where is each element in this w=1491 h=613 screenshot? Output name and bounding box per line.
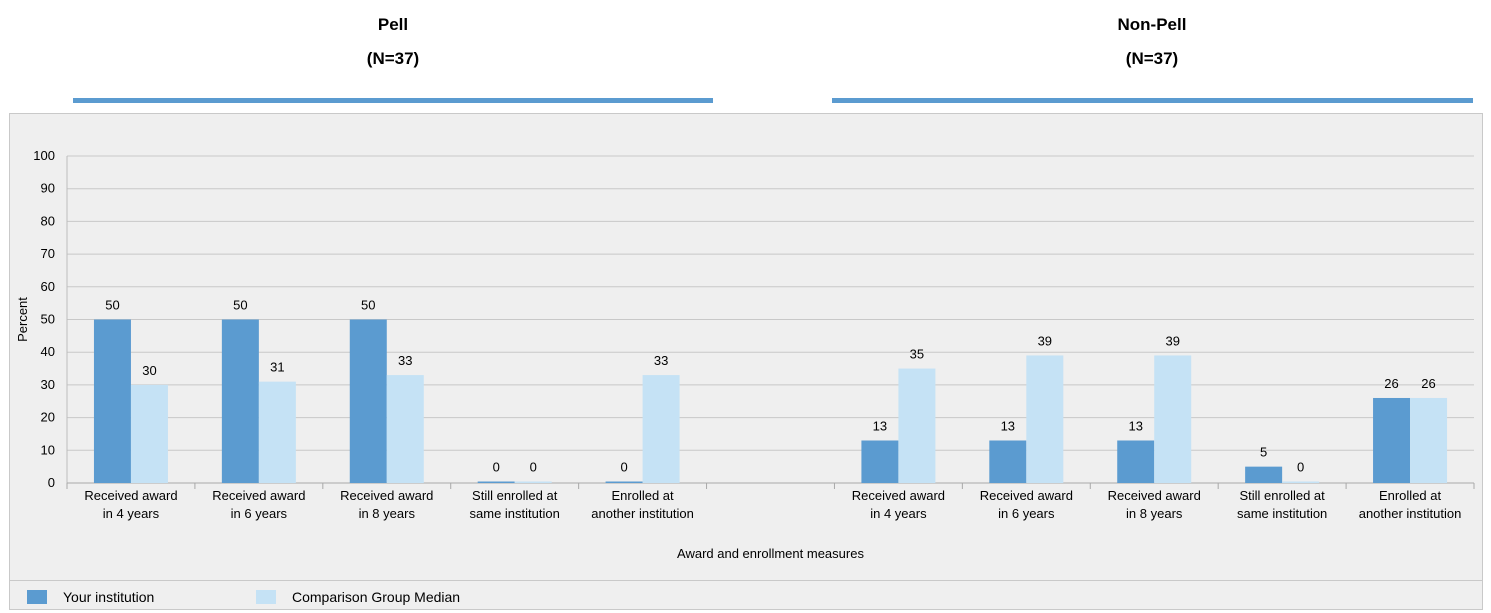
pell-group-title: Pell — [377, 15, 409, 34]
non-pell-group-rule — [832, 98, 1473, 103]
non-pell-group-header: Non-Pell (N=37) — [832, 8, 1472, 76]
legend-label-your-institution: Your institution — [63, 589, 155, 605]
bar-your-institution — [1373, 397, 1411, 483]
legend: Your institution Comparison Group Median — [9, 580, 1483, 610]
bar-value-label: 33 — [398, 353, 412, 368]
bar-value-label: 5 — [1260, 445, 1267, 460]
bar-value-label: 0 — [1297, 460, 1304, 475]
x-category-label-line1: Received award — [340, 488, 433, 503]
bar-your-institution — [477, 481, 515, 483]
non-pell-group-count: (N=37) — [1125, 49, 1179, 68]
y-axis-title: Percent — [15, 297, 30, 342]
bar-comparison-median — [386, 375, 424, 483]
x-category-label-line1: Received award — [212, 488, 305, 503]
legend-swatch-your-institution — [27, 590, 47, 604]
y-tick-label: 30 — [41, 377, 55, 392]
x-category-label-line2: in 4 years — [103, 506, 160, 521]
bar-comparison-median — [258, 381, 296, 483]
bar-value-label: 50 — [361, 298, 375, 313]
bar-your-institution — [93, 319, 131, 483]
bar-value-label: 0 — [493, 460, 500, 475]
bar-your-institution — [605, 481, 643, 483]
legend-swatch-comparison-median — [256, 590, 276, 604]
non-pell-group-title: Non-Pell — [1117, 15, 1187, 34]
x-category-label-line2: in 6 years — [231, 506, 288, 521]
bar-your-institution — [861, 440, 899, 483]
bar-comparison-median — [898, 368, 936, 483]
bar-value-label: 50 — [233, 298, 247, 313]
bar-value-label: 30 — [142, 363, 156, 378]
bar-value-label: 13 — [1128, 418, 1142, 433]
bar-value-label: 26 — [1421, 376, 1435, 391]
bar-value-label: 31 — [270, 360, 284, 375]
bar-your-institution — [1117, 440, 1155, 483]
x-category-label-line2: in 6 years — [998, 506, 1055, 521]
bar-value-label: 39 — [1038, 333, 1052, 348]
y-tick-label: 40 — [41, 344, 55, 359]
bar-comparison-median — [642, 375, 680, 483]
pell-group-count: (N=37) — [366, 49, 420, 68]
y-tick-label: 10 — [41, 442, 55, 457]
legend-item-comparison-median: Comparison Group Median — [256, 589, 460, 605]
x-category-label-line1: Received award — [980, 488, 1073, 503]
bar-value-label: 50 — [105, 298, 119, 313]
bar-comparison-median — [1026, 355, 1064, 483]
x-category-label-line2: same institution — [470, 506, 560, 521]
legend-item-your-institution: Your institution — [27, 589, 154, 605]
bar-value-label: 39 — [1165, 333, 1179, 348]
y-tick-label: 100 — [33, 148, 55, 163]
pell-group-header: Pell (N=37) — [73, 8, 713, 76]
x-category-label-line1: Still enrolled at — [472, 488, 558, 503]
x-category-label-line1: Received award — [852, 488, 945, 503]
y-tick-label: 70 — [41, 246, 55, 261]
y-tick-label: 20 — [41, 410, 55, 425]
bar-your-institution — [349, 319, 387, 483]
bar-comparison-median — [130, 384, 168, 483]
bar-comparison-median — [1282, 481, 1320, 483]
y-tick-label: 80 — [41, 213, 55, 228]
bar-value-label: 26 — [1384, 376, 1398, 391]
bar-value-label: 0 — [620, 460, 627, 475]
x-category-label-line1: Received award — [1108, 488, 1201, 503]
y-tick-label: 60 — [41, 279, 55, 294]
y-tick-label: 50 — [41, 312, 55, 327]
bar-comparison-median — [1410, 397, 1448, 483]
y-tick-label: 90 — [41, 181, 55, 196]
y-tick-label: 0 — [48, 475, 55, 490]
x-category-label-line1: Enrolled at — [1379, 488, 1442, 503]
x-category-label-line1: Still enrolled at — [1239, 488, 1325, 503]
bar-your-institution — [1245, 466, 1283, 483]
bar-value-label: 13 — [873, 418, 887, 433]
bar-value-label: 13 — [1001, 418, 1015, 433]
x-category-label-line2: in 4 years — [870, 506, 927, 521]
x-axis-title: Award and enrollment measures — [677, 546, 864, 561]
bar-comparison-median — [1154, 355, 1192, 483]
x-category-label-line2: in 8 years — [1126, 506, 1183, 521]
bar-value-label: 35 — [910, 347, 924, 362]
bar-your-institution — [989, 440, 1027, 483]
legend-label-comparison-median: Comparison Group Median — [292, 589, 461, 605]
x-category-label-line1: Enrolled at — [612, 488, 675, 503]
x-category-label-line2: another institution — [591, 506, 694, 521]
bar-value-label: 0 — [530, 460, 537, 475]
pell-group-rule — [73, 98, 713, 103]
bar-your-institution — [221, 319, 259, 483]
x-category-label-line1: Received award — [84, 488, 177, 503]
x-category-label-line2: same institution — [1237, 506, 1327, 521]
bar-comparison-median — [514, 481, 552, 483]
x-category-label-line2: in 8 years — [359, 506, 416, 521]
bar-value-label: 33 — [654, 353, 668, 368]
x-category-label-line2: another institution — [1359, 506, 1462, 521]
